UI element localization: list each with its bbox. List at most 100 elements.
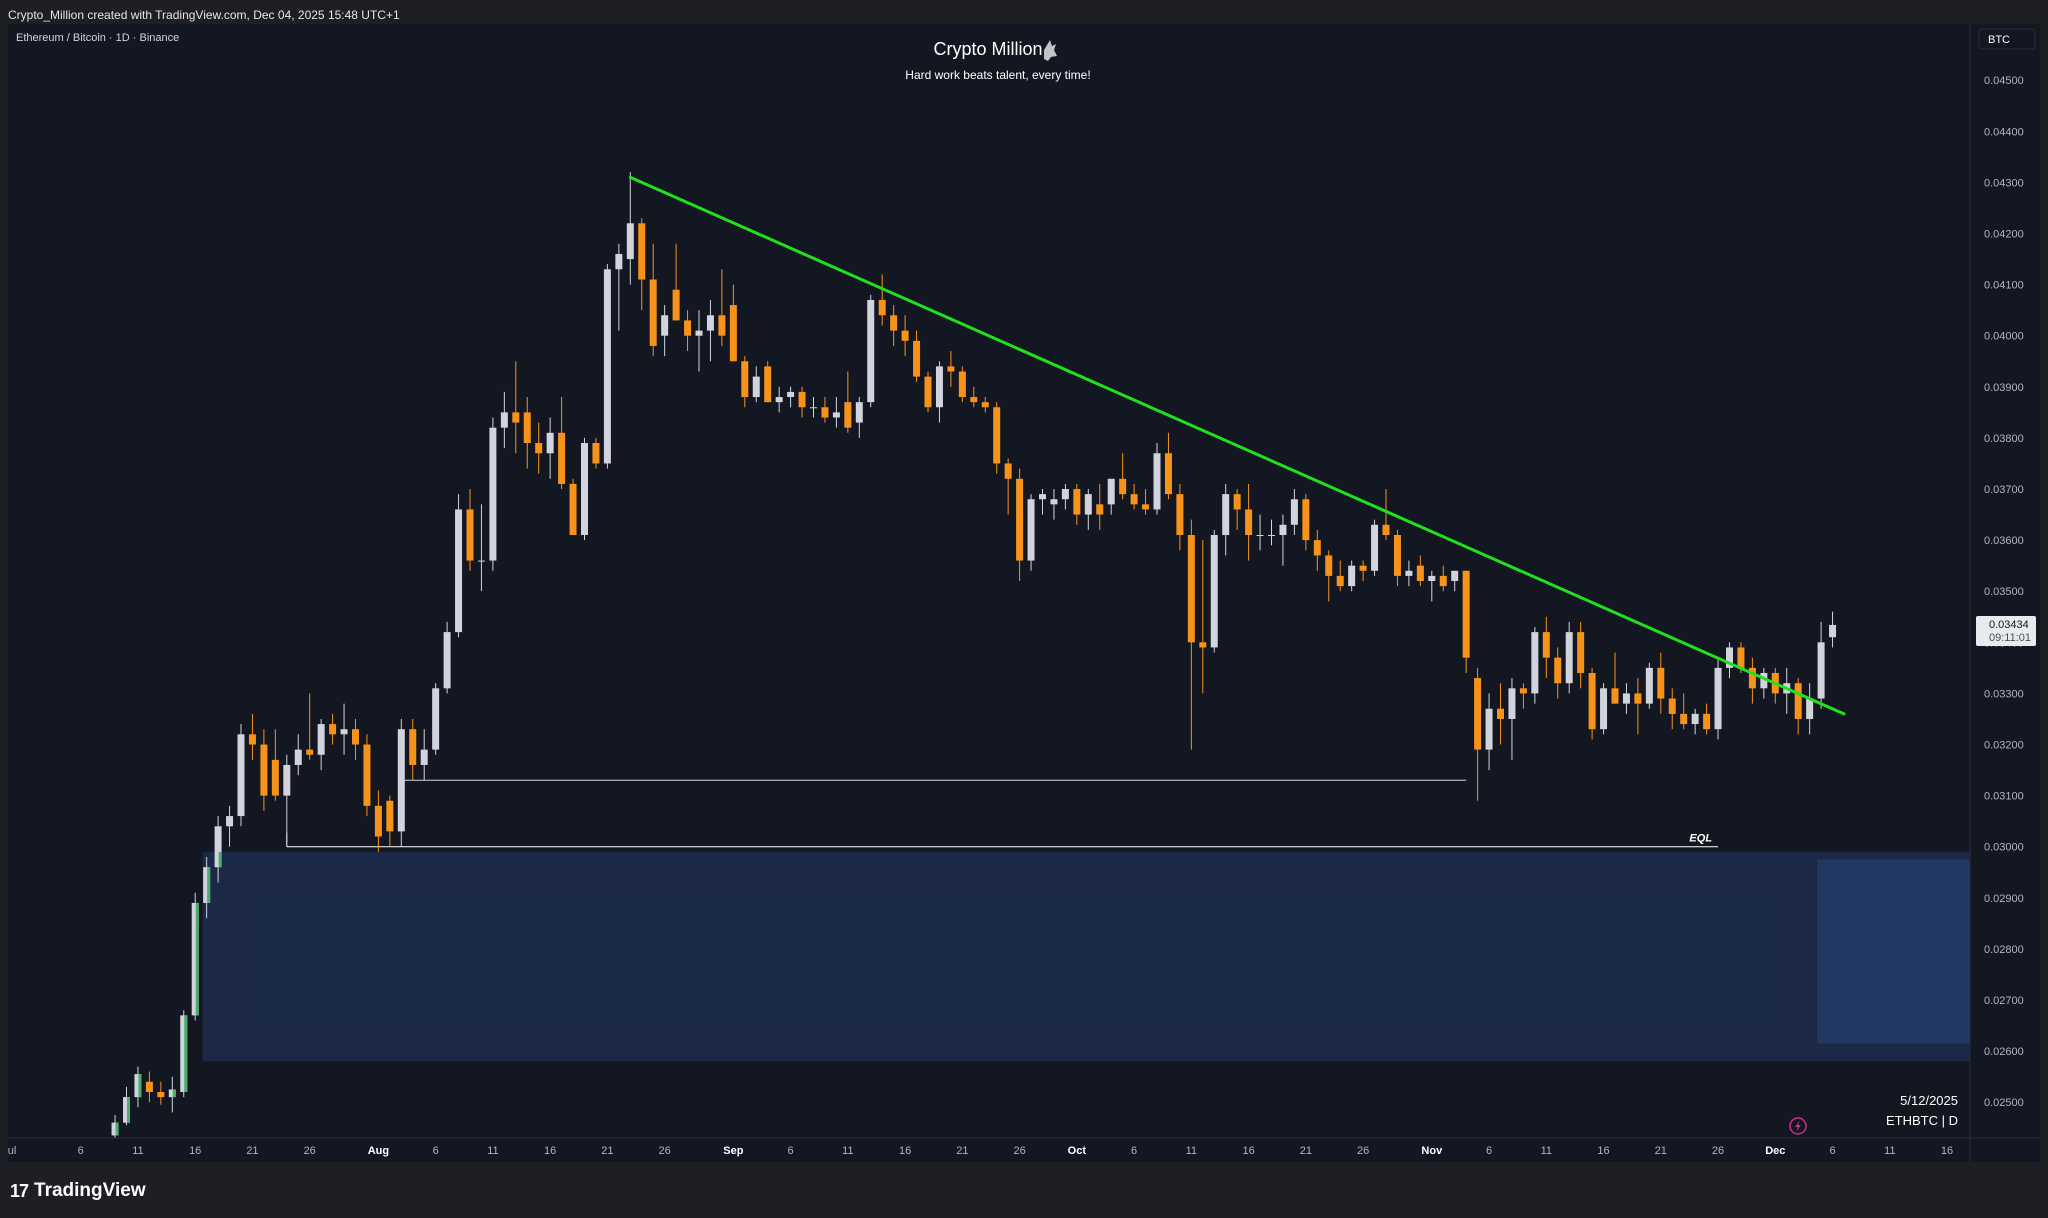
lightning-icon[interactable] (1789, 1117, 1807, 1135)
tradingview-logo-icon: 17 (10, 1180, 29, 1201)
price-tick-label: 0.03200 (1984, 740, 2024, 752)
time-tick-label: 11 (1541, 1145, 1552, 1157)
candle-body (248, 734, 256, 745)
price-tick-label: 0.03300 (1984, 688, 2024, 700)
candle-body (1268, 535, 1275, 537)
chart-title: Crypto Million (933, 39, 1042, 59)
candle-body (1279, 524, 1287, 536)
candle-body (1359, 565, 1367, 571)
candle-body (890, 315, 898, 331)
candle-body (1622, 693, 1630, 704)
time-tick-label: 26 (1357, 1145, 1369, 1157)
candle-highlight (172, 1089, 176, 1098)
candle-body (1130, 494, 1138, 505)
currency-badge[interactable]: BTC (1978, 28, 2036, 50)
time-tick-label: Nov (1421, 1145, 1443, 1157)
price-tick-label: 0.04500 (1984, 75, 2024, 87)
candlestick-chart[interactable]: 0.04500 0.04400 0.04300 0.04200 0.04100 0.040… (8, 24, 2040, 1162)
candle-highlight (138, 1074, 142, 1098)
candle-body (661, 315, 669, 336)
candle-body (1497, 708, 1504, 719)
candle-body (1313, 540, 1321, 556)
candle-body (1485, 708, 1493, 750)
descending-trendline (628, 175, 1846, 716)
candle-body (1829, 624, 1837, 638)
candle-body (1680, 713, 1688, 725)
time-tick-label: 21 (1300, 1145, 1312, 1157)
time-tick-label: 11 (1186, 1145, 1197, 1157)
candle-body (867, 299, 875, 403)
zones-layer (202, 851, 1970, 1062)
candle-body (1004, 463, 1012, 479)
chart-panel[interactable]: 0.04500 0.04400 0.04300 0.04200 0.04100 0.040… (8, 24, 2040, 1162)
candle-body (145, 1081, 153, 1093)
price-tick-label: 0.04400 (1984, 126, 2024, 138)
candle-body (1657, 667, 1665, 699)
candle-body (271, 759, 279, 796)
candle-body (1176, 494, 1184, 536)
candle-body (420, 749, 428, 765)
candle-body (1187, 535, 1195, 643)
candle-body (111, 1122, 119, 1136)
candle-body (626, 223, 634, 260)
time-tick-label: 16 (189, 1145, 201, 1157)
candle-body (741, 361, 749, 398)
tradingview-brand[interactable]: 17 TradingView (10, 1180, 146, 1202)
time-axis[interactable]: ul 6 11 16 21 26 Aug 6 11 16 21 26 Sep 6 11 16 21 26 Oct 6 1… (8, 1145, 1953, 1157)
candle-body (1531, 632, 1539, 694)
candle-body (821, 407, 829, 418)
candle-body (924, 376, 932, 408)
eql-label: EQL (1689, 833, 1712, 845)
candle-body (1703, 713, 1711, 730)
time-tick-label: 6 (1131, 1145, 1137, 1157)
candle-body (706, 315, 714, 331)
time-tick-label: 11 (132, 1145, 143, 1157)
candle-body (1393, 535, 1401, 576)
price-tick-label: 0.03900 (1984, 382, 2024, 394)
candle-body (913, 340, 921, 377)
candle-body (386, 800, 394, 832)
time-tick-label: 26 (659, 1145, 671, 1157)
time-tick-label: 6 (433, 1145, 439, 1157)
candle-body (237, 734, 245, 817)
candle-body (340, 729, 348, 735)
candle-body (672, 289, 680, 321)
time-tick-label: 26 (1013, 1145, 1025, 1157)
candle-body (283, 764, 291, 796)
time-tick-label: ul (8, 1145, 16, 1157)
candle-body (1668, 698, 1676, 714)
time-tick-label: 11 (1884, 1145, 1895, 1157)
time-tick-label: 21 (1655, 1145, 1667, 1157)
candle-body (1096, 504, 1104, 515)
candle-body (1302, 499, 1310, 541)
price-tick-label: 0.03600 (1984, 535, 2024, 547)
candle-body (958, 371, 966, 398)
candle-body (1336, 575, 1344, 587)
candle-highlight (127, 1097, 130, 1123)
candle-highlight (115, 1122, 119, 1136)
candle-body (1382, 524, 1390, 536)
candle-body (260, 744, 268, 796)
candle-body (363, 744, 371, 806)
time-tick-label: 11 (842, 1145, 853, 1157)
candle-body (1073, 489, 1081, 515)
candle-body (1588, 672, 1596, 730)
candle-body (1153, 453, 1161, 510)
candle-body (443, 632, 451, 689)
time-tick-label: Dec (1765, 1145, 1785, 1157)
candle-body (775, 397, 783, 403)
time-tick-label: 16 (1242, 1145, 1254, 1157)
price-tick-label: 0.03100 (1984, 791, 2024, 803)
candle-body (466, 509, 474, 561)
candle-body (1611, 688, 1619, 704)
candle-body (1119, 478, 1127, 495)
trendline-layer (628, 175, 1846, 716)
candle-body (615, 253, 623, 270)
candle-body (993, 407, 1001, 464)
time-tick-label: 26 (1712, 1145, 1724, 1157)
watermark-ticker: ETHBTC | D (1886, 1113, 1958, 1128)
candle-body (1164, 453, 1172, 495)
price-tick-label: 0.03800 (1984, 433, 2024, 445)
price-axis[interactable]: 0.04500 0.04400 0.04300 0.04200 0.04100 0.040… (1984, 75, 2024, 1109)
candle-body (569, 483, 577, 536)
